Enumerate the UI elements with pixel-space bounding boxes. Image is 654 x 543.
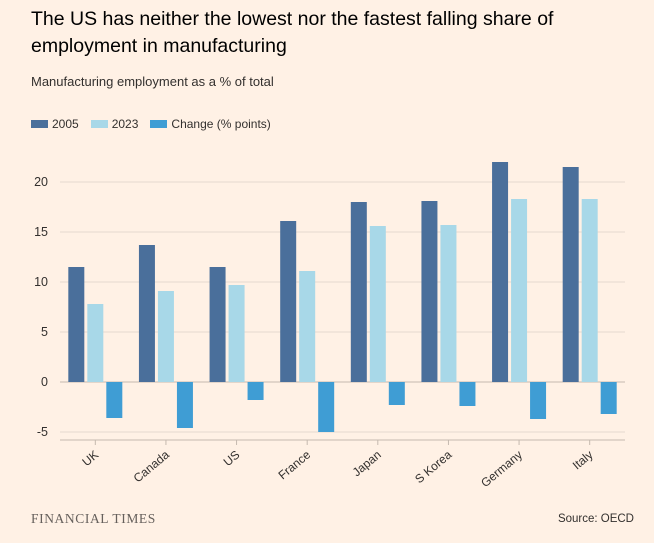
x-tick-label: France <box>275 447 313 482</box>
legend-item-2023: 2023 <box>90 117 139 131</box>
bar-italy-2005 <box>562 167 579 382</box>
legend-item-2005: 2005 <box>31 117 79 131</box>
source-note: Source: OECD <box>557 513 634 525</box>
bar-france-2023 <box>299 271 316 382</box>
bar-japan-2023 <box>369 226 386 382</box>
bar-us-2005 <box>209 267 226 382</box>
bar-france-2005 <box>280 221 297 382</box>
y-tick-label: 20 <box>34 175 48 189</box>
x-tick-label: US <box>221 448 243 469</box>
bar-japan-2005 <box>350 202 367 382</box>
bar-france-change <box>318 382 335 432</box>
bar-italy-change <box>600 382 617 414</box>
legend-label-2005: 2005 <box>52 117 79 131</box>
bar-canada-change <box>176 382 193 428</box>
x-tick-label: Canada <box>131 447 172 485</box>
legend-item-change: Change (% points) <box>150 117 271 131</box>
bar-germany-2005 <box>492 162 509 382</box>
y-tick-label: 10 <box>34 275 48 289</box>
legend-swatch-2005 <box>31 120 48 128</box>
legend-swatch-change <box>150 120 168 128</box>
bar-canada-2005 <box>138 245 155 382</box>
y-tick-label: 0 <box>41 375 48 389</box>
legend-label-change: Change (% points) <box>171 117 271 131</box>
y-tick-label: 15 <box>34 225 48 239</box>
bar-uk-2005 <box>68 267 85 382</box>
bar-germany-2023 <box>511 199 528 382</box>
chart-subtitle: Manufacturing employment as a % of total <box>31 74 274 89</box>
y-tick-label: -5 <box>37 425 48 439</box>
bar-us-2023 <box>228 285 245 382</box>
x-tick-label: Germany <box>478 448 525 490</box>
legend: 2005 2023 Change (% points) <box>31 117 283 131</box>
x-tick-label: UK <box>79 448 101 469</box>
bar-uk-change <box>106 382 123 418</box>
bar-italy-2023 <box>581 199 598 382</box>
legend-swatch-2023 <box>90 120 108 128</box>
bar-s-korea-2023 <box>440 225 457 382</box>
x-tick-label: Japan <box>350 448 384 480</box>
bar-s-korea-2005 <box>421 201 438 382</box>
y-tick-label: 5 <box>41 325 48 339</box>
legend-label-2023: 2023 <box>111 117 139 131</box>
x-tick-label: Italy <box>570 448 596 473</box>
bar-germany-change <box>530 382 547 419</box>
bar-s-korea-change <box>459 382 476 406</box>
bar-us-change <box>247 382 264 400</box>
bar-canada-2023 <box>157 291 174 382</box>
chart-title: The US has neither the lowest nor the fa… <box>31 8 554 57</box>
bar-uk-2023 <box>87 304 104 382</box>
bar-japan-change <box>388 382 405 405</box>
x-tick-label: S Korea <box>412 447 454 486</box>
brand-logo-text: FINANCIAL TIMES <box>31 511 156 526</box>
